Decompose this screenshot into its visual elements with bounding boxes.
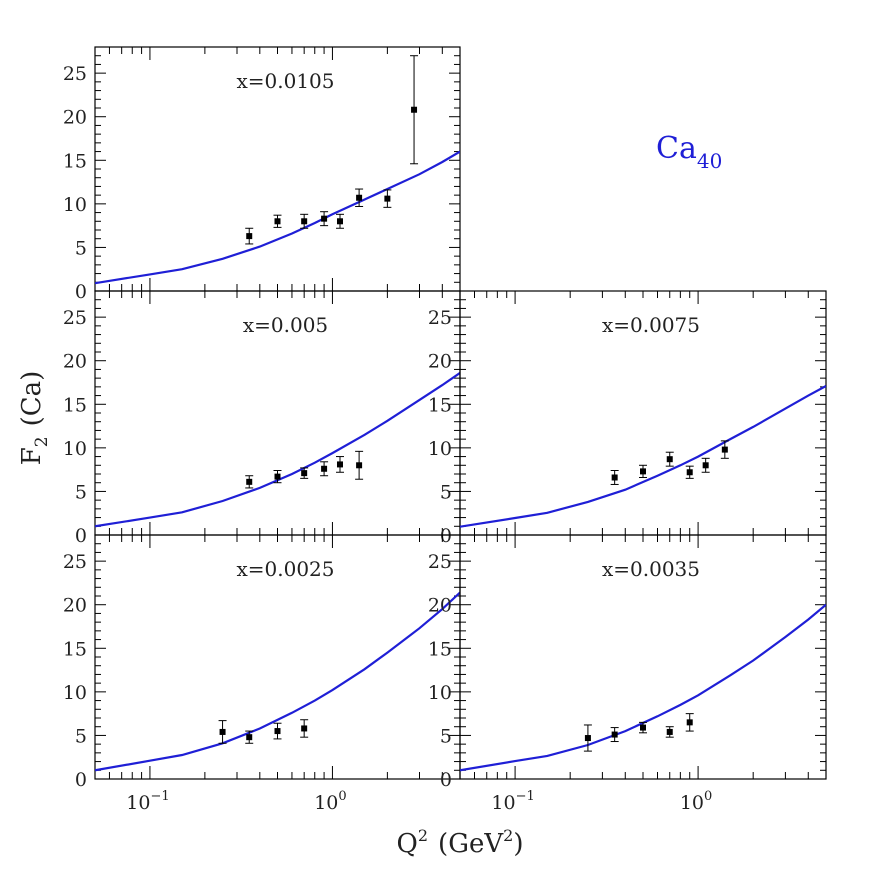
panel-title: x=0.0025: [236, 557, 334, 581]
data-point: [686, 469, 693, 476]
data-point: [686, 719, 693, 726]
y-tick-label: 25: [428, 307, 452, 329]
y-tick-label: 5: [75, 725, 87, 747]
svg-text:F2(Ca): F2 (Ca): [17, 371, 52, 466]
data-point: [384, 195, 391, 202]
data-point: [336, 461, 343, 468]
panel-title: x=0.0075: [602, 313, 700, 337]
theory-curve: [460, 603, 826, 772]
panel-title: x=0.0105: [236, 69, 334, 93]
data-point: [246, 478, 253, 485]
x-tick-label: 100: [680, 789, 712, 814]
data-point: [721, 446, 728, 453]
y-axis-label: F2 (Ca): [17, 371, 52, 466]
y-axis-label-sub: 2: [32, 436, 52, 447]
data-point: [411, 106, 418, 113]
x-axis-label-mid: (GeV: [438, 829, 504, 859]
y-tick-label: 25: [63, 551, 87, 573]
data-point: [301, 218, 308, 225]
data-point: [274, 473, 281, 480]
theory-curve: [460, 385, 826, 528]
y-tick-label: 0: [75, 769, 87, 791]
nucleus-name: Ca: [656, 131, 697, 166]
y-tick-label: 5: [440, 725, 452, 747]
y-tick-label: 5: [75, 237, 87, 259]
y-tick-label: 0: [75, 525, 87, 547]
x-axis-label-sup: 2: [418, 826, 428, 845]
data-point: [336, 218, 343, 225]
y-tick-label: 0: [440, 525, 452, 547]
x-axis-label-sup2: 2: [503, 826, 513, 845]
y-tick-label: 10: [63, 438, 87, 460]
data-point: [666, 728, 673, 735]
data-point: [246, 734, 253, 741]
data-point: [356, 462, 363, 469]
y-tick-label: 0: [440, 769, 452, 791]
y-tick-label: 10: [428, 682, 452, 704]
y-tick-label: 15: [428, 638, 452, 660]
data-point: [219, 728, 226, 735]
y-tick-label: 15: [63, 638, 87, 660]
y-tick-label: 0: [75, 281, 87, 303]
data-point: [666, 456, 673, 463]
data-point: [640, 468, 646, 475]
panel-title: x=0.0035: [602, 557, 700, 581]
y-tick-label: 10: [63, 682, 87, 704]
y-tick-label: 25: [63, 307, 87, 329]
y-tick-label: 25: [63, 63, 87, 85]
data-point: [611, 474, 618, 481]
y-tick-label: 20: [63, 107, 87, 129]
panel-bottom-right: 0 5 10 15 20 25 10−1 100 x=0.0035: [428, 534, 827, 814]
nucleus-subscript: 40: [697, 149, 722, 173]
y-tick-label: 10: [63, 194, 87, 216]
y-tick-label: 5: [440, 481, 452, 503]
y-tick-label: 15: [63, 150, 87, 172]
x-axis-label: Q2 (GeV2): [397, 826, 524, 859]
data-point: [702, 462, 709, 469]
y-tick-label: 25: [428, 551, 452, 573]
y-tick-label: 20: [428, 351, 452, 373]
panel-middle-right: 0 5 10 15 20 25 x=0.0075: [428, 290, 827, 547]
theory-curve: [95, 591, 460, 772]
y-tick-label: 20: [428, 595, 452, 617]
x-axis-label-main: Q: [397, 829, 418, 859]
x-tick-label: 10−1: [126, 789, 169, 814]
svg-text:Ca40: Ca40: [656, 131, 722, 173]
data-point: [301, 725, 308, 732]
y-tick-label: 20: [63, 351, 87, 373]
theory-curve: [95, 150, 460, 285]
data-point: [640, 724, 646, 731]
y-tick-label: 15: [63, 394, 87, 416]
panel-middle-left: 0 5 10 15 20 25 x=0.005: [63, 290, 461, 547]
data-point: [356, 194, 363, 201]
data-point: [301, 470, 308, 477]
x-axis-label-end: ): [513, 829, 523, 859]
x-tick-label: 10−1: [491, 789, 534, 814]
data-point: [584, 735, 591, 742]
y-axis-label-rest: (Ca): [17, 371, 47, 427]
data-point: [321, 215, 328, 222]
y-tick-label: 10: [428, 438, 452, 460]
nucleus-label: Ca40: [656, 131, 722, 173]
y-tick-label: 15: [428, 394, 452, 416]
y-axis-label-main: F: [17, 447, 47, 465]
y-tick-label: 20: [63, 595, 87, 617]
theory-curve: [95, 371, 460, 528]
data-point: [246, 233, 253, 240]
x-tick-label: 100: [314, 789, 346, 814]
y-tick-label: 5: [75, 481, 87, 503]
panels-group: 0 5 10 15 20 25 x=0.0105 0 5 10 15 20 25 x=0.005 0 5 10 1…: [63, 46, 827, 814]
data-point: [274, 728, 281, 735]
svg-text:Q2(GeV2): Q2 (GeV2): [397, 826, 524, 859]
data-point: [274, 218, 281, 225]
panel-top-left: 0 5 10 15 20 25 x=0.0105: [63, 46, 461, 303]
panel-title: x=0.005: [243, 313, 328, 337]
data-point: [611, 731, 618, 738]
data-point: [321, 465, 328, 472]
